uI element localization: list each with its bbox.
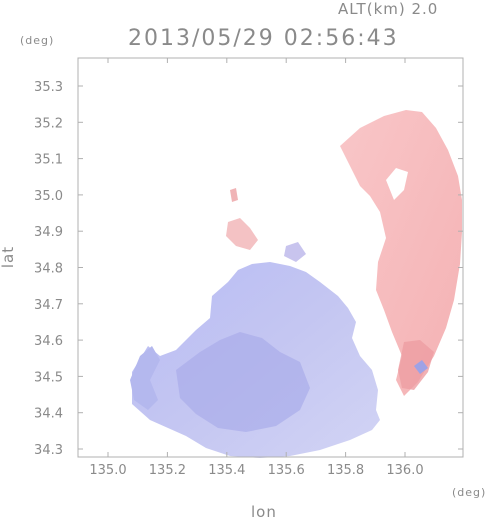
y-tick-label: 35.0 xyxy=(34,189,63,204)
y-tick-label: 34.5 xyxy=(34,370,63,385)
y-tick-label: 34.7 xyxy=(34,298,63,313)
timestamp-title: 2013/05/29 02:56:43 xyxy=(128,26,399,51)
y-axis-unit: (deg) xyxy=(20,34,55,47)
y-tick-label: 34.3 xyxy=(34,443,63,458)
y-tick-label: 34.4 xyxy=(34,407,63,422)
approaching-echo-inner xyxy=(176,332,310,432)
echo-speck-center xyxy=(284,242,306,262)
y-tick-label: 35.1 xyxy=(34,153,63,168)
x-axis-unit: (deg) xyxy=(452,486,487,499)
x-axis-label: lon xyxy=(251,503,277,521)
y-tick-label: 34.8 xyxy=(34,262,63,277)
approaching-echo-west xyxy=(130,346,160,410)
altitude-label: ALT(km) 2.0 xyxy=(338,0,439,18)
x-tick-label: 135.6 xyxy=(268,463,305,478)
plot-frame xyxy=(77,57,464,458)
receding-echo-region xyxy=(340,110,462,396)
x-tick-label: 135.2 xyxy=(149,463,186,478)
y-tick-label: 35.3 xyxy=(34,80,63,95)
echo-speck-north2 xyxy=(230,188,238,202)
echo-speck-north xyxy=(226,218,258,250)
receding-echo-gap xyxy=(386,168,408,200)
y-tick-label: 35.2 xyxy=(34,116,63,131)
x-tick-label: 135.8 xyxy=(327,463,364,478)
x-tick-label: 135.4 xyxy=(208,463,245,478)
x-tick-label: 135.0 xyxy=(89,463,126,478)
y-tick-label: 34.6 xyxy=(34,334,63,349)
x-tick-label: 136.0 xyxy=(386,463,423,478)
approaching-speck-east xyxy=(414,360,428,374)
y-tick-label: 34.9 xyxy=(34,225,63,240)
